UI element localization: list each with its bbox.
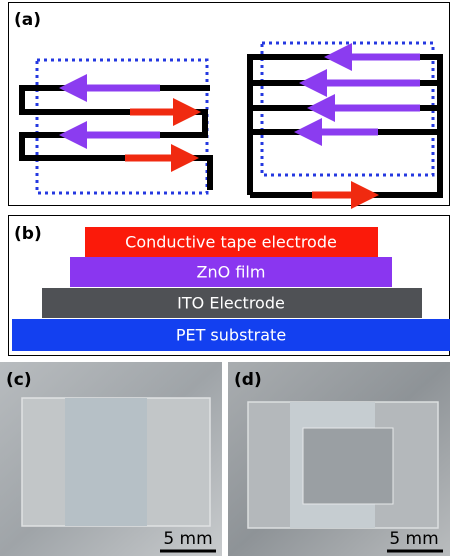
panel-label: (a) — [14, 10, 41, 30]
tape-electrode — [303, 428, 393, 504]
layer-label: Conductive tape electrode — [125, 233, 337, 252]
scale-label: 5 mm — [389, 529, 438, 549]
active-area — [37, 60, 207, 193]
panel-label: (d) — [234, 370, 262, 390]
panel-c: (c) 5 mm — [0, 362, 222, 556]
layer-label: ZnO film — [197, 263, 266, 282]
layer-label: ITO Electrode — [177, 294, 285, 313]
panel-label: (b) — [14, 224, 42, 244]
panel-a: (a) — [9, 3, 450, 206]
figure: (a) (b) Conductive tape electrode ZnO fi… — [0, 0, 450, 556]
layer-label: PET substrate — [176, 326, 286, 345]
panel-label: (c) — [6, 370, 32, 390]
serpentine-electrode — [22, 88, 210, 190]
zno-region — [65, 398, 147, 526]
panel-d: (d) 5 mm — [228, 362, 450, 556]
panel-b: (b) Conductive tape electrode ZnO film I… — [9, 216, 450, 356]
scale-label: 5 mm — [163, 529, 212, 549]
